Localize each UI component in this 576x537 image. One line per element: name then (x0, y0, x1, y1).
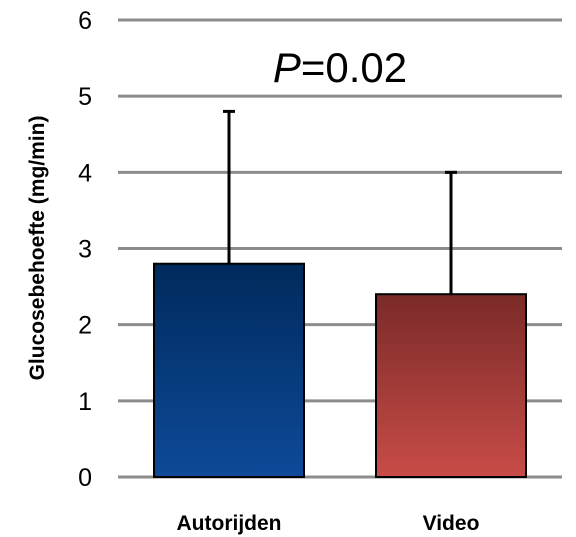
y-axis-title: Glucosebehoefte (mg/min) (26, 116, 49, 381)
bar-autorijden (153, 262, 305, 478)
error-bars (223, 109, 457, 295)
x-tick-label: Autorijden (177, 512, 282, 535)
y-tick-label: 4 (78, 159, 92, 187)
x-tick-label: Video (423, 512, 480, 535)
p-value: =0.02 (301, 44, 407, 91)
y-axis-ticks: 0 1 2 3 4 5 6 (78, 7, 92, 492)
y-tick-label: 5 (78, 83, 92, 111)
bar-video (375, 293, 527, 479)
y-tick-label: 0 (78, 464, 92, 492)
y-tick-label: 6 (78, 7, 92, 35)
y-tick-label: 3 (78, 236, 92, 264)
y-tick-label: 1 (78, 388, 92, 416)
p-value-annotation: P=0.02 (273, 44, 407, 91)
bars (153, 262, 527, 479)
x-axis-labels: Autorijden Video (177, 512, 480, 535)
y-tick-label: 2 (78, 312, 92, 340)
p-symbol: P (273, 44, 301, 91)
